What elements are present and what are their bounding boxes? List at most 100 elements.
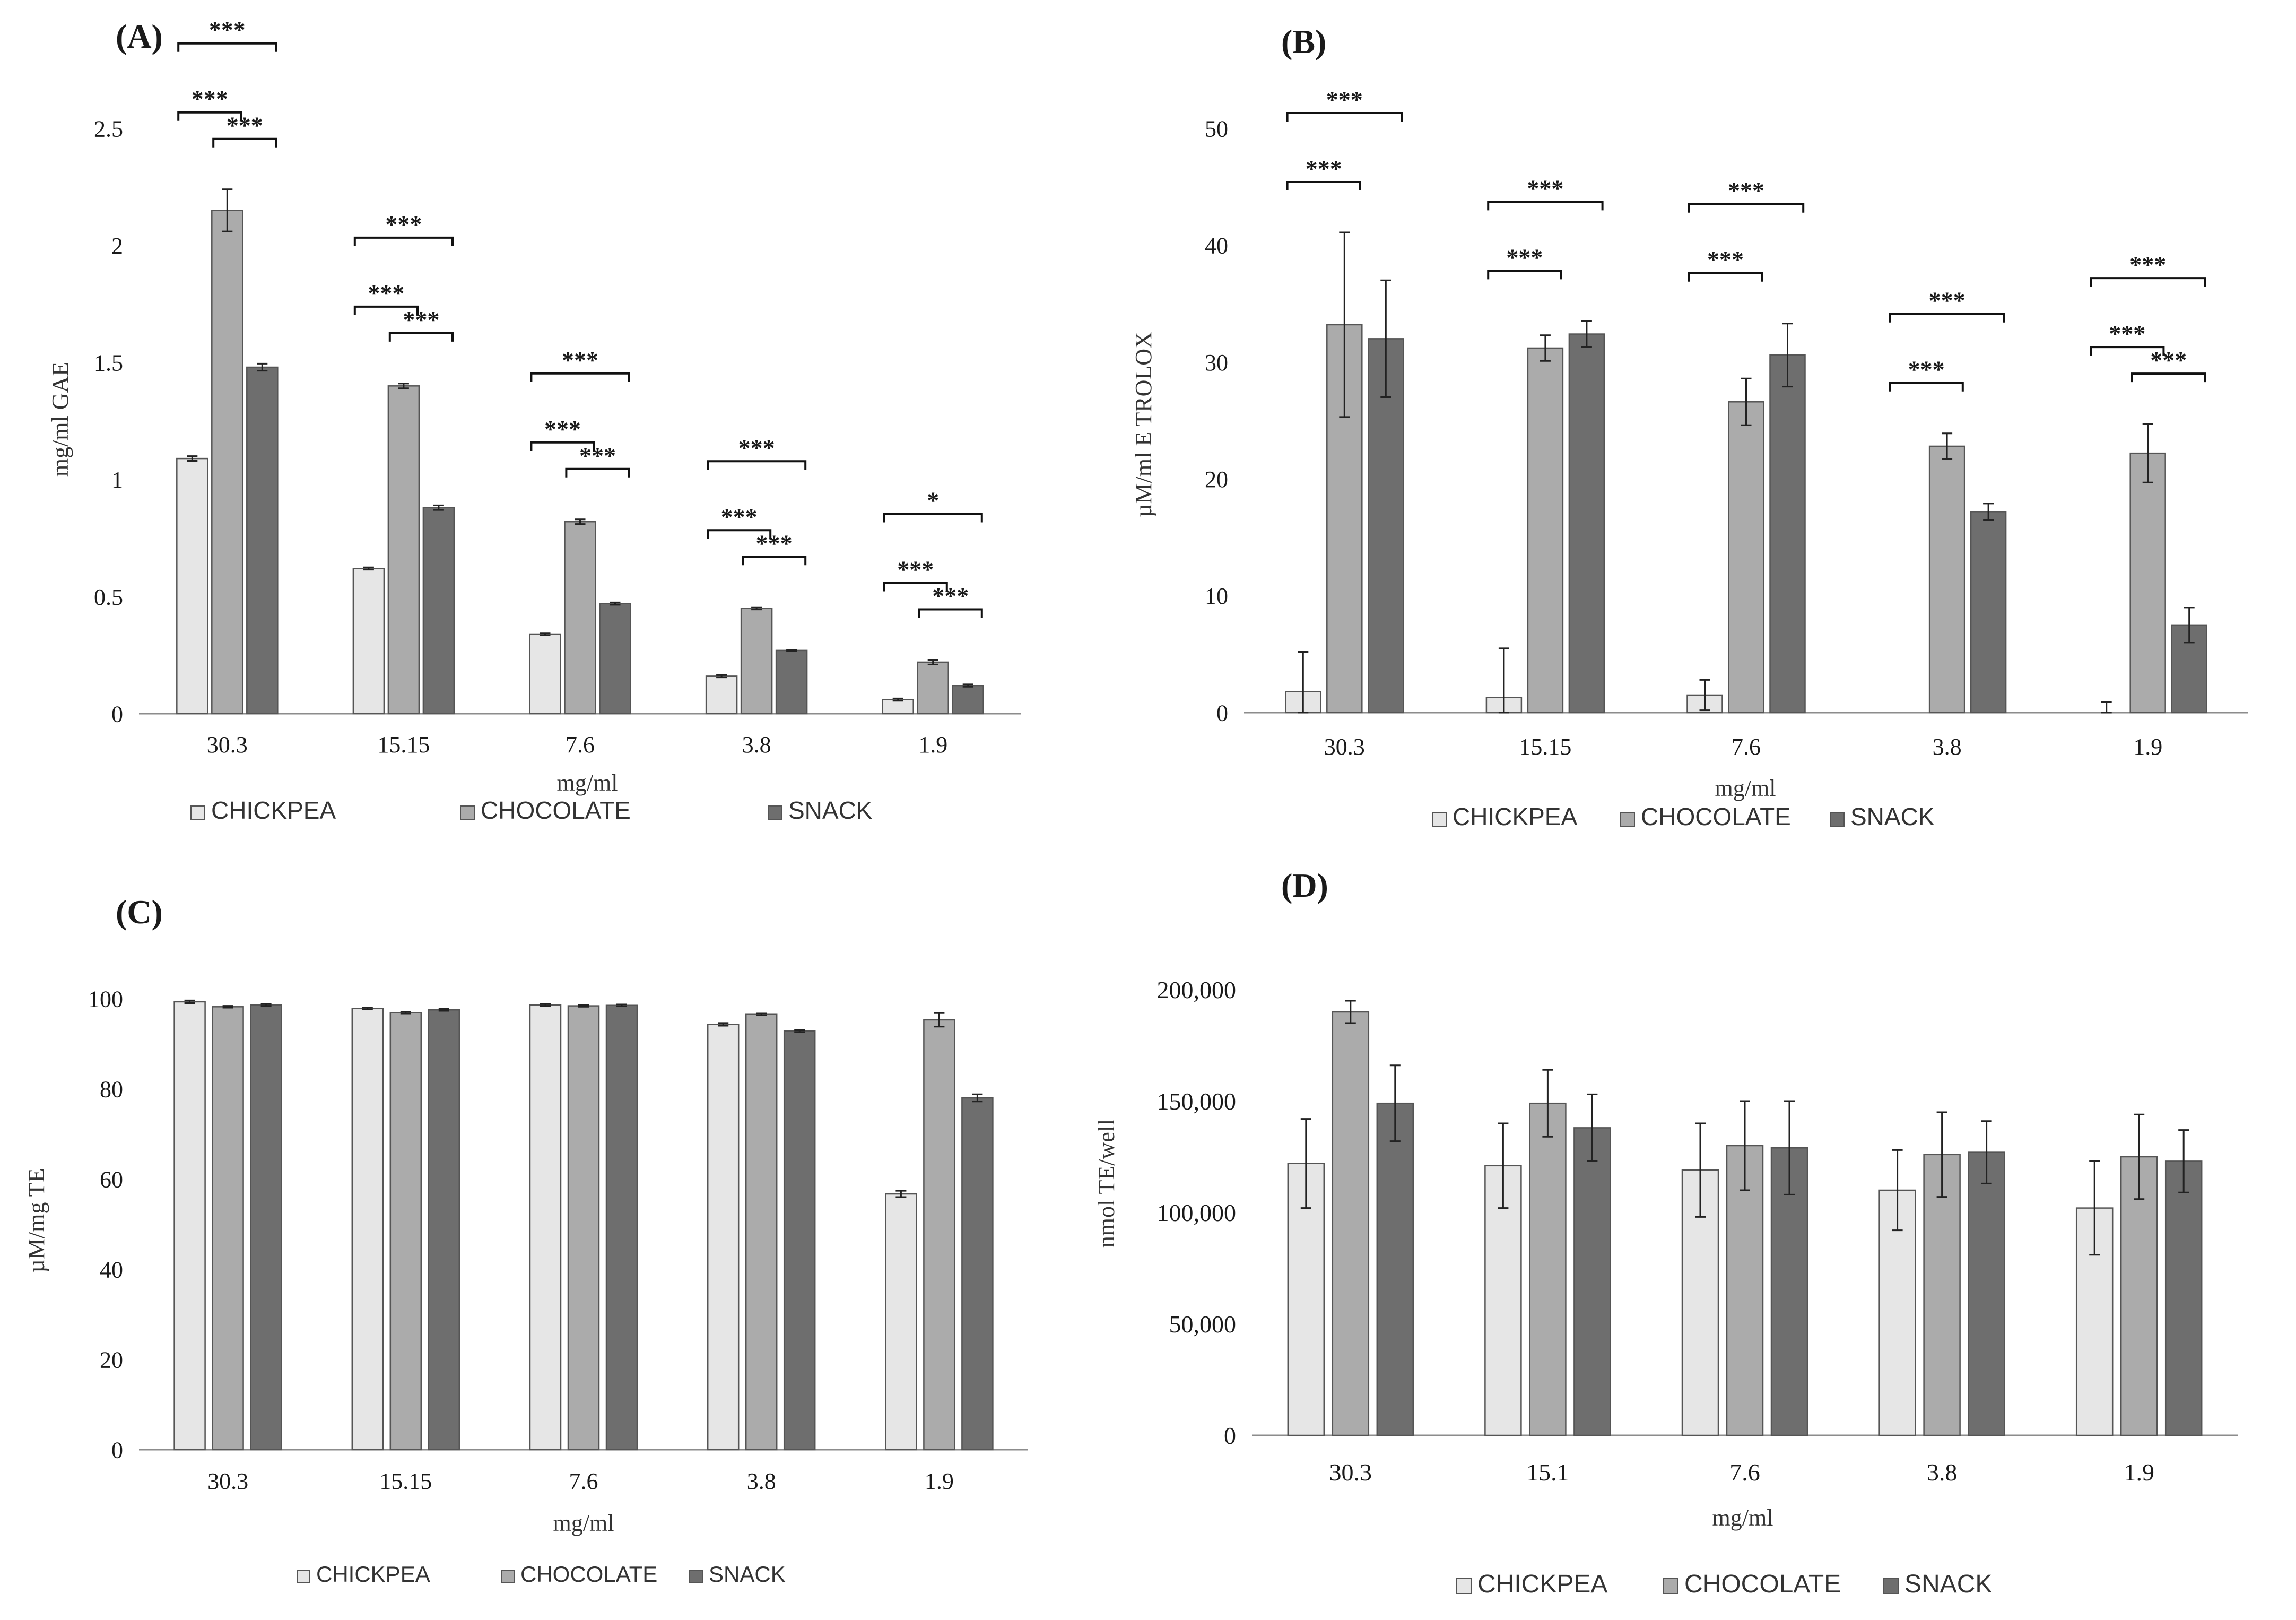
- error-bar: [1581, 320, 1592, 348]
- panel-label-d: (D): [1281, 867, 1328, 904]
- significance-bracket: ***: [1286, 155, 1361, 190]
- bar-chocolate: [389, 1012, 422, 1451]
- legend-item-snack: SNACK: [689, 1562, 786, 1587]
- x-tick-label: 15.1: [1526, 1459, 1569, 1486]
- y-tick-label: 2: [111, 233, 123, 259]
- legend-label: SNACK: [1850, 803, 1935, 830]
- bar-snack: [422, 507, 455, 715]
- significance-bracket: ***: [742, 530, 807, 566]
- legend-swatch: [190, 805, 205, 820]
- legend-label: CHICKPEA: [316, 1562, 430, 1587]
- error-bar: [1741, 377, 1752, 426]
- significance-bracket: ***: [2131, 346, 2206, 383]
- y-tick-label: 40: [1205, 233, 1228, 259]
- bar-snack: [2164, 1160, 2203, 1436]
- legend-label: CHOCOLATE: [520, 1562, 657, 1587]
- bar-chocolate: [2129, 452, 2166, 714]
- bar-chickpea: [1484, 1165, 1522, 1436]
- significance-bracket: ***: [1889, 356, 1964, 392]
- error-bar: [222, 188, 233, 232]
- error-bar: [2142, 423, 2153, 483]
- significance-bracket: ***: [530, 346, 630, 382]
- bar-snack: [246, 366, 279, 715]
- error-bar: [400, 1011, 411, 1015]
- x-tick-label: 3.8: [747, 1468, 776, 1494]
- x-tick-label: 30.3: [207, 1468, 248, 1494]
- error-bar: [1587, 1093, 1598, 1162]
- bar-snack: [1368, 338, 1404, 714]
- legend-item-snack: SNACK: [768, 796, 873, 824]
- panel-label-c: (C): [116, 893, 163, 931]
- bar-chickpea: [1681, 1169, 1719, 1436]
- error-bar: [616, 1003, 627, 1007]
- error-bar: [1345, 1000, 1356, 1024]
- x-tick-label: 15.15: [379, 1468, 432, 1494]
- significance-bracket: ***: [388, 306, 454, 342]
- y-axis-title-c: µM/mg TE: [23, 1168, 49, 1273]
- significance-label: ***: [1728, 177, 1764, 204]
- error-bar: [260, 1003, 272, 1007]
- legend-item-snack: SNACK: [1830, 803, 1935, 830]
- x-tick-label: 3.8: [1933, 734, 1962, 760]
- x-axis-title-d: mg/ml: [1712, 1505, 1773, 1531]
- error-bar: [1498, 647, 1509, 714]
- x-tick-label: 1.9: [2133, 734, 2162, 760]
- legend-label: CHICKPEA: [1477, 1570, 1607, 1598]
- significance-bracket: ***: [1487, 175, 1604, 211]
- error-bar: [540, 1003, 551, 1007]
- y-axis-title-a: mg/ml GAE: [47, 362, 73, 477]
- error-bar: [1389, 1064, 1401, 1142]
- legend-swatch: [1620, 812, 1635, 827]
- legend-swatch: [1883, 1578, 1899, 1594]
- error-bar: [1892, 1149, 1903, 1232]
- error-bar: [934, 1012, 945, 1028]
- legend-swatch: [460, 805, 475, 820]
- error-bar: [756, 1012, 767, 1016]
- significance-label: ***: [385, 211, 422, 238]
- error-bar: [1300, 1118, 1311, 1209]
- y-tick-label: 10: [1205, 583, 1228, 609]
- significance-bracket: ***: [918, 583, 983, 618]
- bar-chickpea: [352, 568, 385, 715]
- bar-chocolate: [745, 1013, 778, 1451]
- x-tick-label: 15.15: [1519, 734, 1571, 760]
- significance-label: ***: [1707, 246, 1744, 273]
- bar-chocolate: [917, 661, 949, 715]
- legend-item-chickpea: CHICKPEA: [1456, 1570, 1607, 1598]
- x-tick-label: 1.9: [918, 732, 947, 758]
- bar-snack: [952, 685, 984, 715]
- legend-label: CHOCOLATE: [1641, 803, 1791, 830]
- significance-label: ***: [2109, 320, 2145, 347]
- legend-swatch: [1663, 1578, 1678, 1594]
- significance-label: ***: [544, 415, 581, 443]
- y-tick-label: 1: [111, 467, 123, 493]
- y-tick-label: 200,000: [1157, 976, 1237, 1003]
- significance-label: ***: [562, 346, 598, 374]
- error-bar: [184, 999, 195, 1004]
- bar-snack: [1968, 1151, 2005, 1436]
- x-tick-label: 30.3: [1324, 734, 1365, 760]
- error-bar: [927, 659, 938, 665]
- error-bar: [1498, 1122, 1509, 1209]
- significance-bracket: ***: [1889, 287, 2005, 323]
- significance-bracket: ***: [530, 415, 595, 451]
- x-tick-label: 7.6: [569, 1468, 598, 1494]
- bar-chocolate: [564, 521, 596, 715]
- x-axis-title-b: mg/ml: [1715, 775, 1776, 801]
- y-axis-title-d: nmol TE/well: [1093, 1119, 1119, 1248]
- significance-label: ***: [738, 434, 775, 461]
- legend-item-snack: SNACK: [1883, 1570, 1992, 1598]
- significance-label: ***: [897, 556, 934, 583]
- bar-chocolate: [740, 608, 773, 715]
- error-bar: [2134, 1113, 2145, 1200]
- significance-label: ***: [368, 280, 404, 307]
- error-bar: [1298, 651, 1309, 714]
- significance-label: ***: [403, 306, 439, 333]
- significance-bracket: ***: [1688, 177, 1805, 213]
- y-tick-label: 0.5: [94, 584, 123, 610]
- error-bar: [610, 601, 621, 606]
- x-tick-label: 1.9: [2124, 1459, 2154, 1486]
- legend-swatch: [297, 1570, 310, 1583]
- x-tick-label: 30.3: [1329, 1459, 1372, 1486]
- y-tick-label: 50,000: [1169, 1311, 1237, 1338]
